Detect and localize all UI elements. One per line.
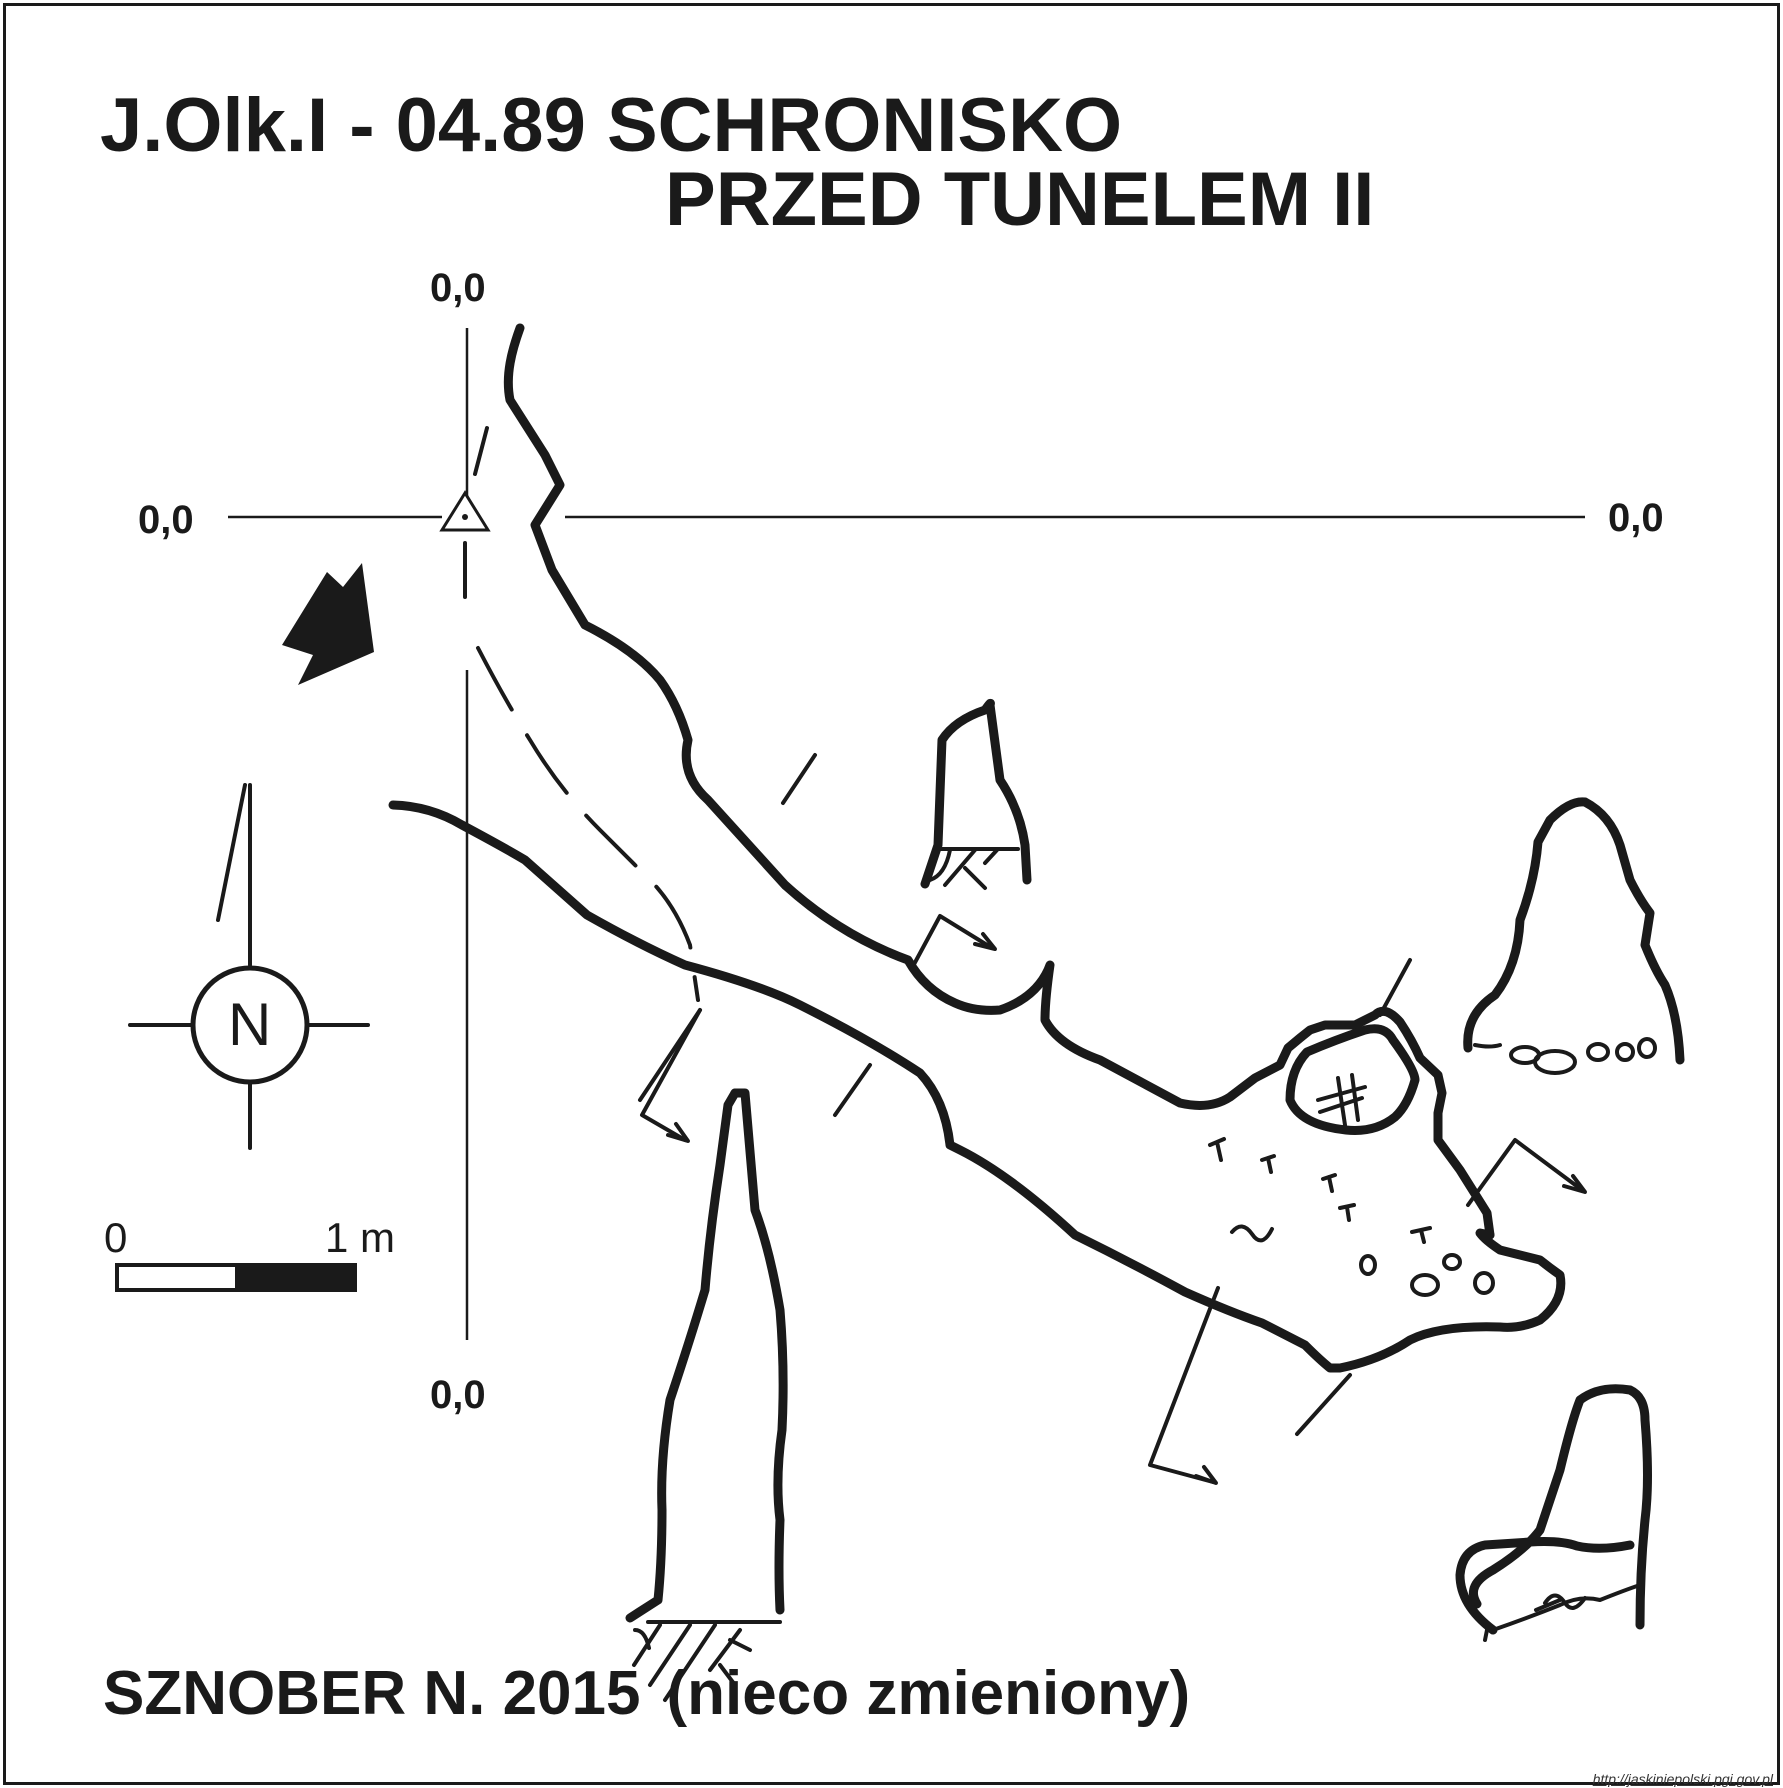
coordinate-label-left: 0,0 (138, 498, 194, 542)
cave-wall-lower (388, 800, 1566, 1373)
section-arrow-2 (910, 914, 997, 970)
source-url-link[interactable]: http://jaskiniepolski.pgi.gov.pl (1592, 1771, 1773, 1787)
entrance-arrow-icon (282, 563, 374, 685)
title-line-2: PRZED TUNELEM II (665, 157, 1375, 242)
cave-wall-upper (503, 323, 1495, 1240)
author-name-year: SZNOBER N. 2015 (103, 1659, 641, 1728)
survey-tick-upper (473, 426, 489, 476)
cross-section-2 (625, 1088, 788, 1702)
section-mark-3 (833, 1063, 872, 1117)
section-mark-4 (1378, 958, 1412, 1017)
scale-bar (115, 1263, 357, 1292)
scale-label-end: 1 m (325, 1214, 396, 1261)
coordinate-label-right: 0,0 (1608, 496, 1664, 540)
author-credit: SZNOBER N. 2015 (nieco zmieniony) (103, 1663, 1190, 1725)
section-arrow-3 (1466, 1138, 1587, 1207)
section-mark-1 (781, 753, 817, 805)
map-frame (3, 3, 1780, 1785)
section-arrow-1 (640, 1008, 702, 1143)
cross-section-1 (920, 698, 1032, 890)
grate-symbol-icon (1316, 1073, 1367, 1127)
scale-label-start: 0 (104, 1214, 128, 1261)
cross-section-4 (1455, 1384, 1652, 1642)
north-arrow-icon (128, 783, 370, 1150)
survey-station-icon (439, 490, 491, 532)
cave-boulder-outline (1285, 1024, 1420, 1135)
dripline-dashed (476, 646, 700, 1002)
section-arrow-4 (1148, 1286, 1220, 1485)
title-line-1: J.Olk.I - 04.89 SCHRONISKO (100, 83, 1123, 168)
north-letter: N (228, 991, 272, 1058)
floor-symbols (1208, 1137, 1495, 1297)
coordinate-label-bottom: 0,0 (430, 1373, 486, 1417)
coordinate-label-top: 0,0 (430, 266, 486, 310)
author-note: (nieco zmieniony) (666, 1659, 1191, 1728)
section-mark-5 (1295, 1373, 1352, 1436)
cross-section-3 (1463, 797, 1685, 1075)
